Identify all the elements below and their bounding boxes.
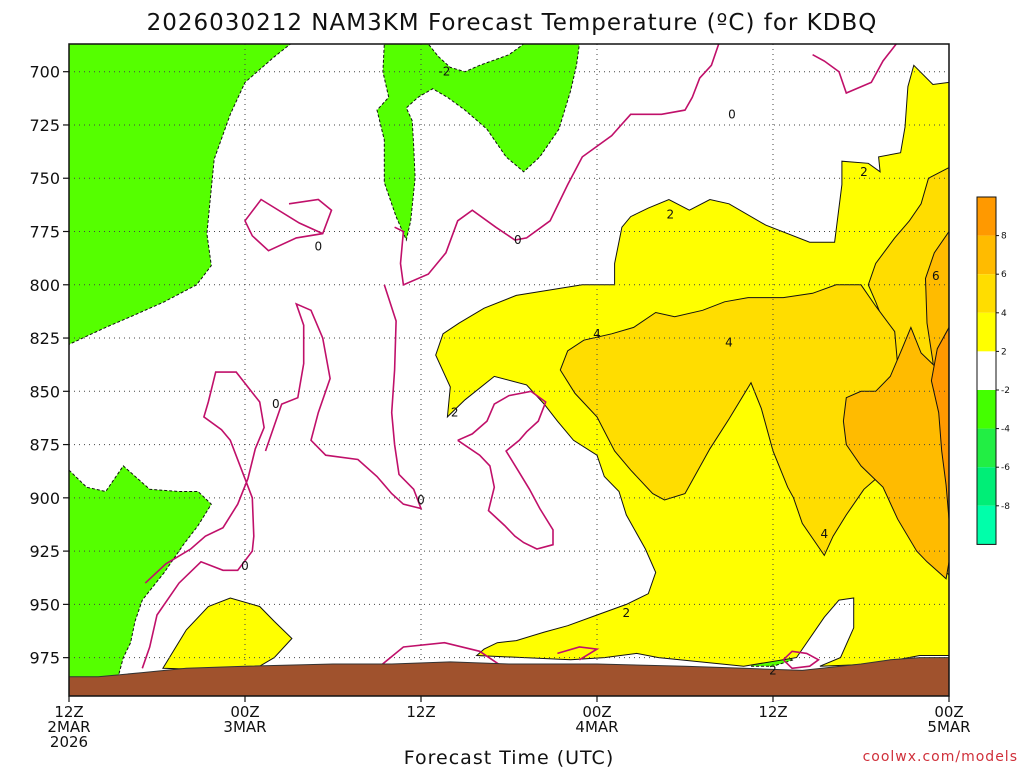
- zero-contour-5: [457, 390, 554, 550]
- zero-contour-1: [812, 44, 897, 95]
- x-tick-label-0-2: 2MAR: [47, 718, 90, 736]
- contour-label-7: 4: [593, 327, 601, 341]
- zero-contour-3: [264, 284, 423, 510]
- contour-labels: -2 0 2 2 0 0 6 4 4 0 2 0 4 0 2 2: [241, 65, 940, 678]
- zero-contour-6: [782, 650, 820, 670]
- zero-contour-8: [557, 646, 600, 661]
- x-axis-label: Forecast Time (UTC): [404, 747, 614, 768]
- legend-label-3: 2: [1001, 347, 1007, 357]
- zero-contour-7: [379, 641, 503, 667]
- temp-region-neg2-4: [376, 44, 580, 242]
- terrain-ground: [69, 657, 949, 696]
- legend-swatch-7: [977, 467, 996, 506]
- y-tick-label-700: 700: [29, 63, 60, 82]
- legend-swatch-0: [977, 197, 996, 236]
- contour-label-15: 2: [769, 663, 777, 677]
- zero-contour-4: [141, 371, 265, 669]
- zero-degree-contours: [141, 44, 897, 670]
- contour-label-14: 2: [623, 606, 631, 620]
- credit-text: coolwx.com/models: [863, 749, 1018, 765]
- y-tick-label-975: 975: [29, 649, 60, 668]
- y-tick-label-775: 775: [29, 223, 60, 242]
- x-tick-label-60-2: 5MAR: [927, 718, 970, 736]
- contour-label-12: 4: [821, 527, 829, 541]
- legend-frame: [976, 196, 997, 545]
- pressure-axis: 700 725 750 775 800 825 850 875 900 925 950 975: [29, 63, 69, 668]
- terrain: [69, 657, 949, 696]
- legend-label-4: -2: [1001, 386, 1010, 396]
- legend-swatch-5: [977, 390, 996, 429]
- legend-label-1: 6: [1001, 270, 1007, 280]
- legend-swatch-3: [977, 312, 996, 352]
- legend-swatch-2: [977, 274, 996, 313]
- x-tick-label-36-1: 00Z: [582, 703, 611, 721]
- y-tick-label-725: 725: [29, 116, 60, 135]
- y-tick-label-875: 875: [29, 436, 60, 455]
- x-tick-label-0-3: 2026: [50, 733, 88, 751]
- legend-swatch-6: [977, 428, 996, 468]
- zero-contour-0: [394, 44, 720, 286]
- legend-label-6: -6: [1001, 463, 1010, 473]
- y-tick-label-800: 800: [29, 276, 60, 295]
- temp-region-neg2-5: [69, 465, 212, 686]
- x-tick-label-12-1: 00Z: [230, 703, 259, 721]
- temp-region-neg2-3: [69, 44, 292, 345]
- color-legend: 8 6 4 2 -2 -4 -6 -8: [976, 196, 1010, 545]
- contour-label-11: 0: [417, 493, 425, 507]
- grid: [69, 44, 949, 696]
- x-tick-label-36-2: 4MAR: [575, 718, 618, 736]
- contour-label-5: 0: [514, 233, 522, 247]
- y-tick-label-900: 900: [29, 489, 60, 508]
- x-tick-label-24-1: 12Z: [406, 703, 435, 721]
- y-tick-label-825: 825: [29, 329, 60, 348]
- contour-label-3: 2: [667, 207, 675, 221]
- temperature-fills: [69, 44, 949, 686]
- zero-contour-2: [244, 198, 333, 252]
- contour-label-9: 0: [272, 397, 280, 411]
- legend-swatch-1: [977, 235, 996, 275]
- contour-label-13: 0: [241, 559, 249, 573]
- legend-label-5: -4: [1001, 425, 1010, 435]
- chart-title: 2026030212 NAM3KM Forecast Temperature (…: [147, 10, 878, 36]
- contour-label-0: -2: [438, 65, 450, 79]
- x-tick-label-48-1: 12Z: [758, 703, 787, 721]
- contour-label-2: 2: [860, 165, 868, 179]
- contour-label-8: 4: [725, 335, 733, 349]
- legend-label-2: 4: [1001, 309, 1007, 319]
- y-tick-label-925: 925: [29, 542, 60, 561]
- x-tick-label-0-1: 12Z: [54, 703, 83, 721]
- y-tick-label-950: 950: [29, 595, 60, 614]
- legend-swatch-8: [977, 505, 996, 545]
- contour-label-4: 0: [315, 239, 323, 253]
- legend-swatch-4: [977, 351, 996, 390]
- x-tick-label-60-1: 00Z: [934, 703, 963, 721]
- legend-label-7: -8: [1001, 502, 1010, 512]
- y-tick-label-750: 750: [29, 169, 60, 188]
- contour-label-10: 2: [451, 406, 459, 420]
- contour-label-1: 0: [728, 107, 736, 121]
- x-tick-label-12-2: 3MAR: [223, 718, 266, 736]
- legend-label-0: 8: [1001, 232, 1007, 242]
- plot-frame: [68, 43, 950, 697]
- contour-label-6: 6: [932, 269, 940, 283]
- y-tick-label-850: 850: [29, 382, 60, 401]
